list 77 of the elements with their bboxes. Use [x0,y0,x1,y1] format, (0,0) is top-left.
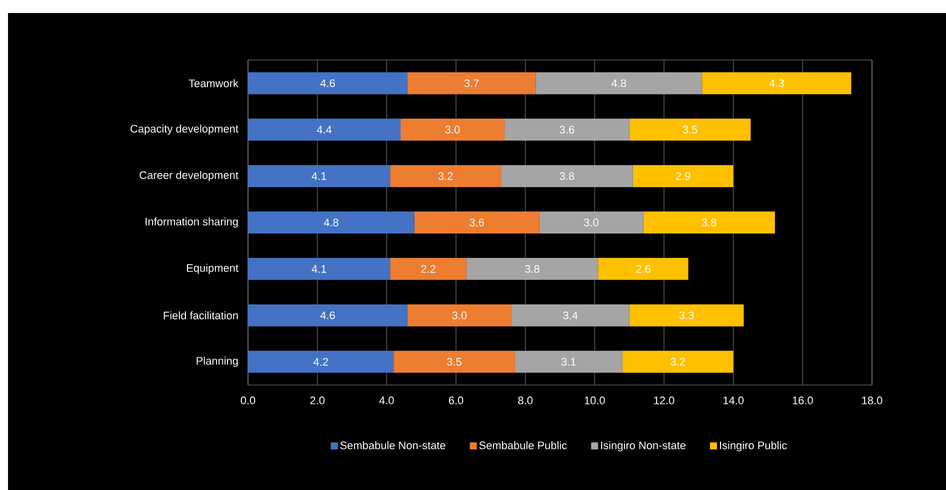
bar [643,212,775,234]
data-label: 4.3 [769,79,784,88]
data-label: 4.1 [312,265,326,273]
bar [702,72,852,94]
legend-label: Sembabule Non-state [340,441,446,450]
x-tick-label: 4.0 [379,396,394,404]
x-tick-label: 8.0 [518,396,533,404]
data-label: 3.6 [470,218,484,226]
data-label: 2.6 [636,265,650,273]
bar [629,118,751,141]
bar [501,165,633,188]
bar [511,304,630,326]
x-tick-label: 12.0 [654,396,674,404]
data-label: 3.8 [702,218,716,226]
x-tick-label: 16.0 [792,396,813,404]
data-label: 4.8 [612,79,626,88]
data-label: 3.5 [447,358,462,366]
data-label: 4.6 [320,311,335,320]
bar [632,165,734,188]
bar [390,165,502,188]
data-label: 3.7 [464,79,479,88]
y-tick-label: Equipment [186,264,238,274]
y-tick-label: Field facilitation [164,311,238,320]
bar [504,118,630,141]
data-label: 3.3 [679,311,694,320]
bar [514,350,622,373]
data-label: 3.8 [525,265,540,273]
x-tick-label: 10.0 [584,396,605,404]
bar [622,350,734,373]
data-label: 3.4 [563,311,578,320]
data-label: 2.9 [676,172,690,180]
x-tick-label: 14.0 [724,396,744,404]
bar [248,304,408,326]
y-tick-label: Career development [140,170,238,182]
bar [248,165,390,188]
legend-label: Isingiro Public [720,441,787,452]
bar [248,350,394,373]
data-label: 3.1 [561,358,576,366]
x-tick-label: 0.0 [240,396,256,404]
legend-label: Isingiro Non-state [601,441,686,452]
data-label: 3.2 [670,358,685,366]
legend-label: Sembabule Public [479,441,567,450]
data-label: 4.4 [316,126,332,134]
x-tick-label: 2.0 [310,396,325,404]
data-label: 3.5 [682,126,698,134]
bar [407,304,512,326]
bar [407,72,536,94]
bar [248,72,408,94]
data-label: 3.0 [452,311,467,320]
data-label: 3.0 [584,218,598,226]
bar [248,212,414,234]
data-label: 3.8 [560,172,574,180]
bar [629,304,744,326]
bar [400,118,505,141]
bar [598,258,688,280]
data-label: 4.2 [313,358,328,366]
bar [414,212,540,234]
data-label: 3.6 [560,126,574,134]
data-label: 4.6 [320,79,335,88]
bar [394,350,515,373]
data-label: 2.2 [421,265,436,273]
bar [248,258,390,280]
bar [248,118,401,141]
x-tick-label: 18.0 [862,396,882,404]
y-tick-label: Teamwork [188,79,239,88]
y-tick-label: Capacity development [130,124,238,135]
data-label: 3.2 [438,172,453,180]
bar [390,258,466,280]
bar [536,72,702,94]
y-tick-label: Information sharing [146,217,238,228]
bar [539,212,644,234]
data-label: 4.1 [312,172,326,180]
data-label: 4.8 [324,218,338,226]
data-label: 3.0 [445,126,460,134]
bar [466,258,598,280]
y-tick-label: Planning [196,356,238,367]
x-tick-label: 6.0 [448,396,464,404]
